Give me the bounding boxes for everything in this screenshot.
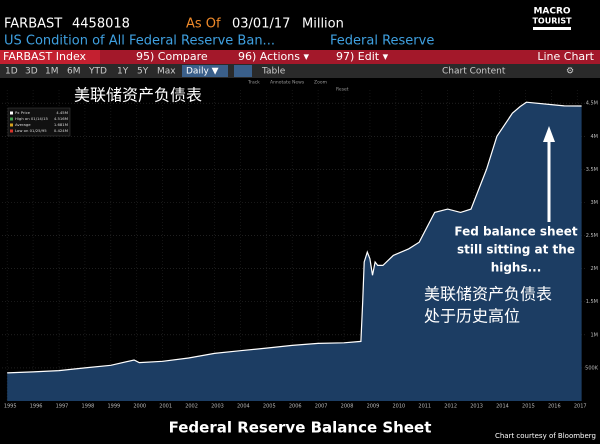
y-tick-label: 4.5M [586,101,598,107]
logo-bar [533,27,571,30]
x-tick-label: 2003 [211,404,224,410]
chart-icon[interactable] [234,65,252,77]
frequency[interactable]: Daily ▼ [186,67,219,77]
period-button[interactable]: 1Y [117,67,129,77]
x-tick-label: 2007 [315,404,328,410]
legend-label: Px Price [15,110,31,115]
x-tick-label: 1999 [107,404,120,410]
chart-tool: Reset [336,87,349,93]
legend-label: Low on 01/25/95 [15,128,47,133]
x-tick-label: 1995 [4,404,17,410]
annotation-text: Fed balance sheet [454,225,577,239]
frequency-box[interactable] [182,65,228,77]
period-bar [0,64,600,78]
annotation-chinese: 处于历史高位 [424,307,520,326]
y-tick-label: 2M [591,266,599,272]
y-tick-label: 3M [591,200,599,206]
chart-tool: Track [247,80,260,86]
security-box[interactable] [0,50,100,64]
x-tick-label: 2005 [263,404,276,410]
legend-value: 1.681M [54,122,68,127]
unit: Million [302,17,344,32]
view-button[interactable]: Line Chart [537,50,594,63]
x-tick-label: 2015 [522,404,535,410]
last-value: 4458018 [72,17,130,32]
x-tick-label: 2016 [548,404,561,410]
line [7,101,582,374]
chart-content-button[interactable]: Chart Content [442,67,506,77]
x-tick-label: 1996 [30,404,43,410]
x-tick-label: 2017 [574,404,587,410]
arrow-head [543,126,555,142]
legend-swatch [10,123,13,127]
legend-label: Average [15,122,31,127]
legend-value: 0.424M [54,128,68,133]
credit: Chart courtesy of Bloomberg [495,432,596,440]
description: US Condition of All Federal Reserve Ban.… [4,34,275,49]
actions-button[interactable]: 96) Actions ▾ [238,50,309,63]
legend-swatch [10,129,13,133]
x-tick-label: 2004 [237,404,250,410]
y-tick-label: 1.5M [586,299,598,305]
as-of-label: As Of [186,17,221,32]
logo-top: MACRO [533,7,570,17]
x-tick-label: 2008 [341,404,354,410]
footer-title: Federal Reserve Balance Sheet [169,419,432,437]
x-tick-label: 2014 [496,404,509,410]
settings-icon[interactable]: ⚙ [566,67,574,77]
chart-title: 美联储资产负债表 [74,86,202,105]
legend-value: 4.45M [56,110,68,115]
x-tick-label: 2002 [185,404,198,410]
annotation-chinese: 美联储资产负债表 [424,285,552,304]
y-tick-label: 3.5M [586,167,598,173]
period-button[interactable]: 1D [5,67,18,77]
period-button[interactable]: 5Y [137,67,149,77]
x-tick-label: 2006 [289,404,302,410]
annotation-text: highs... [491,261,542,275]
x-tick-label: 1998 [82,404,95,410]
as-of-date: 03/01/17 [232,17,290,32]
legend-swatch [10,117,13,121]
legend-swatch [10,111,13,115]
y-tick-label: 2.5M [586,233,598,239]
legend-value: 4.516M [54,116,68,121]
legend-box [7,107,71,137]
y-tick-label: 1M [591,332,599,338]
x-tick-label: 2013 [470,404,483,410]
chart-tool: Zoom [314,80,327,86]
chart-tool: Annotate [270,80,291,86]
chart-tool: News [292,80,305,86]
legend-label: High on 01/14/15 [15,116,49,121]
x-tick-label: 2009 [367,404,380,410]
x-tick-label: 2011 [418,404,431,410]
x-tick-label: 2001 [159,404,172,410]
period-button[interactable]: Max [157,67,176,77]
ticker: FARBAST [4,17,62,32]
toolbar [0,50,600,64]
y-tick-label: 500K [585,365,599,371]
y-tick-label: 4M [591,134,599,140]
x-tick-label: 2000 [133,404,146,410]
security[interactable]: FARBAST Index [3,50,87,63]
x-tick-label: 1997 [56,404,69,410]
table-button[interactable]: Table [261,67,286,77]
period-button[interactable]: YTD [88,67,107,77]
period-button[interactable]: 6M [67,67,81,77]
compare-button[interactable]: 95) Compare [136,50,208,63]
period-button[interactable]: 1M [45,67,59,77]
logo-bottom: TOURIST [532,17,572,26]
annotation-text: still sitting at the [457,243,575,257]
area [7,102,582,401]
footer [0,414,600,444]
source: Federal Reserve [330,34,434,49]
edit-button[interactable]: 97) Edit ▾ [336,50,389,63]
period-button[interactable]: 3D [25,67,38,77]
x-tick-label: 2010 [392,404,405,410]
x-tick-label: 2012 [444,404,457,410]
